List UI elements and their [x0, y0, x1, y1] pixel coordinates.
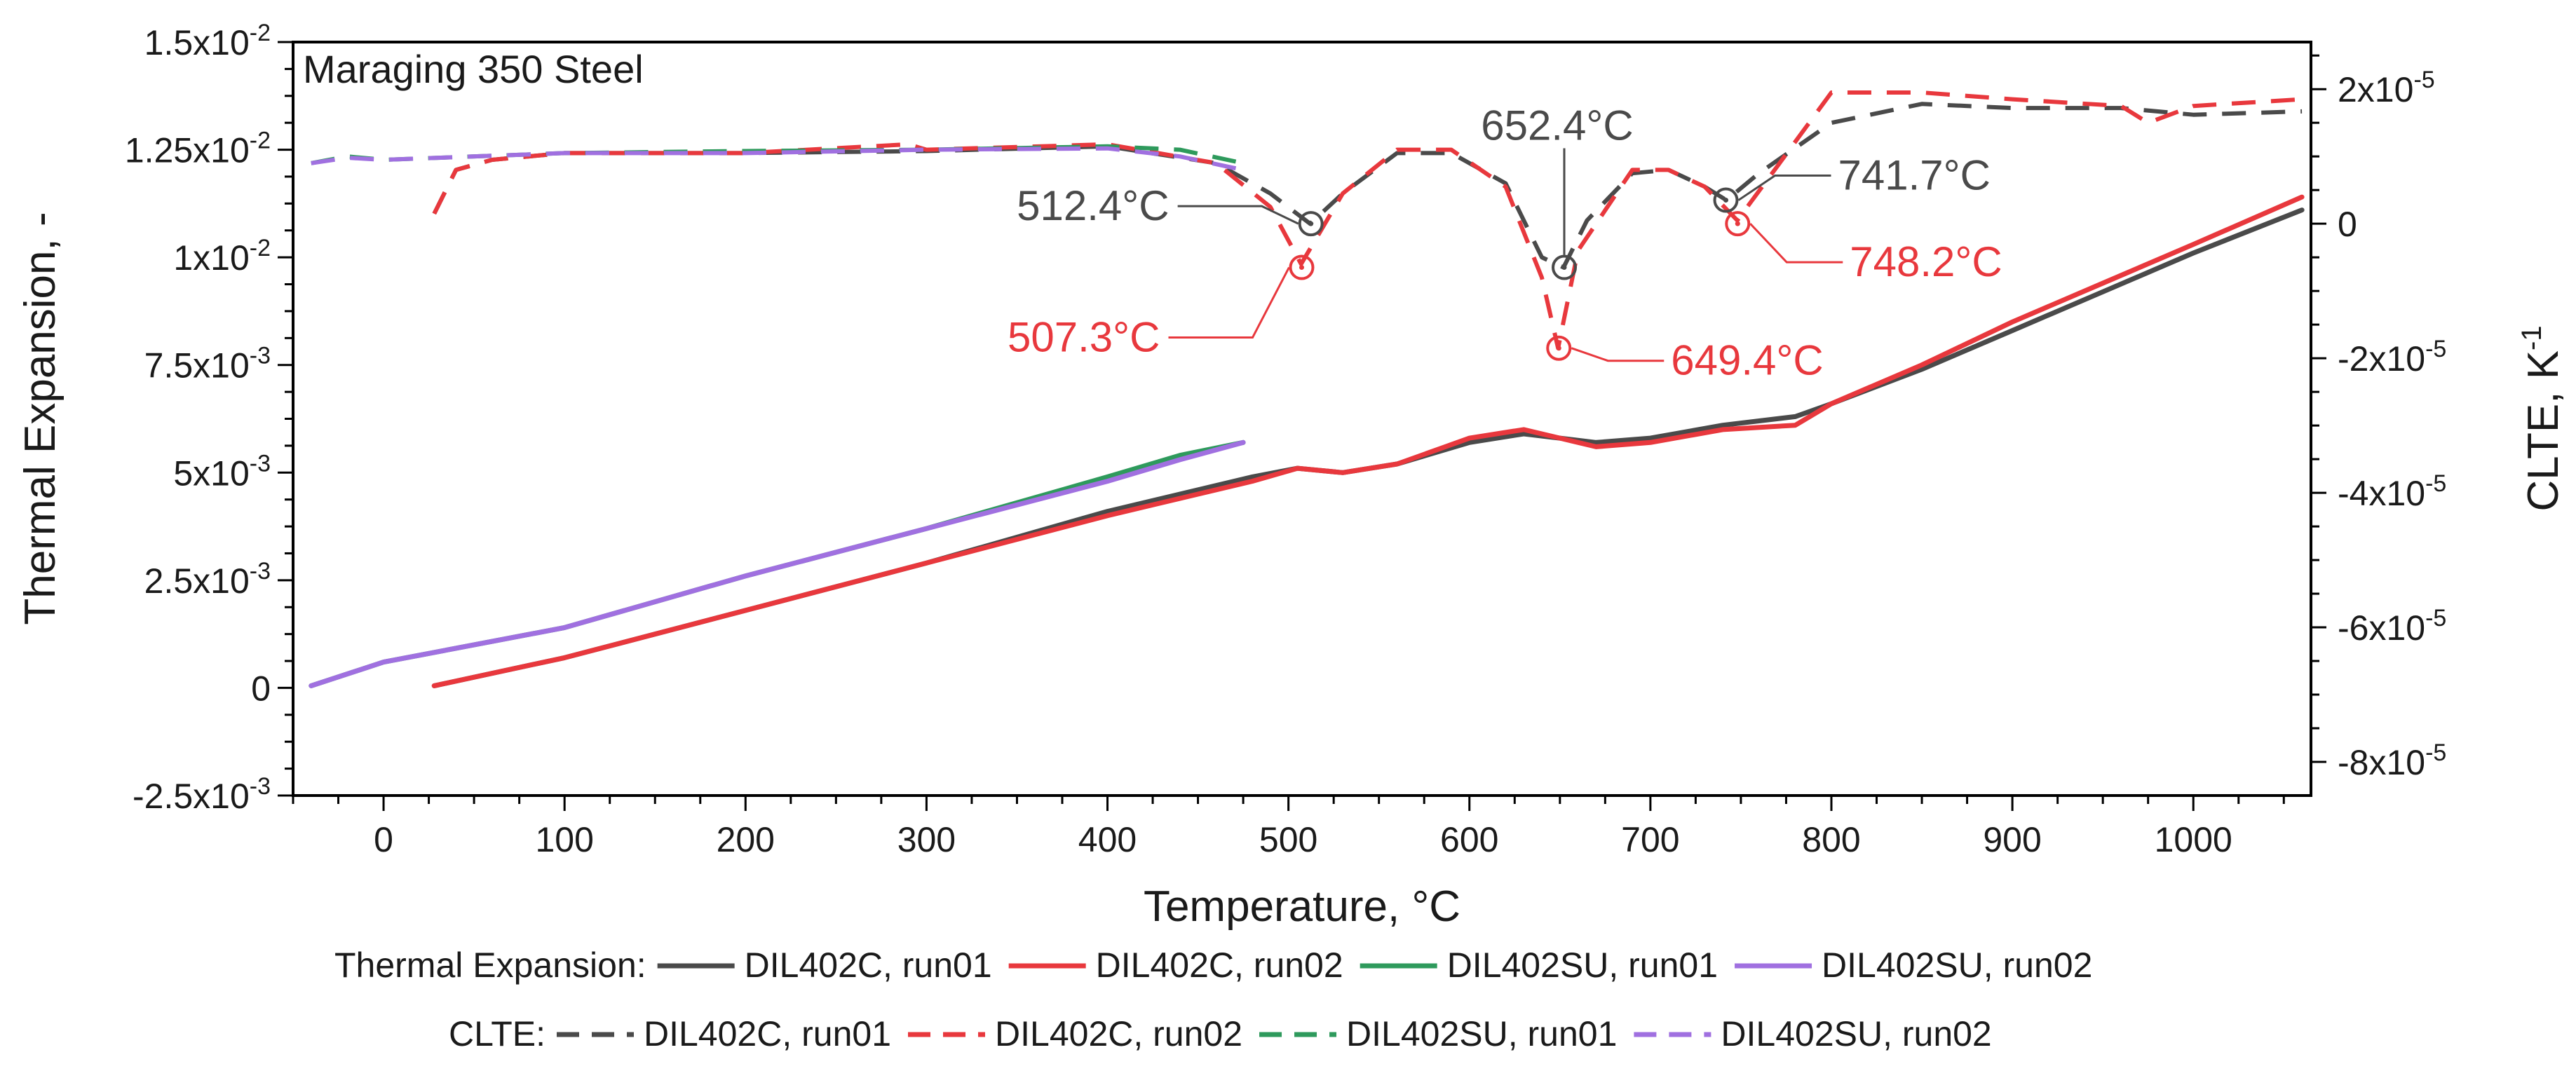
annotation-marker: [1725, 211, 1751, 237]
annotation-leader: [1571, 347, 1665, 362]
y-right-axis-title-exp: -1: [2516, 325, 2547, 350]
x-tick-label: 400: [1078, 820, 1137, 859]
annotation-label: 507.3°C: [1008, 314, 1160, 361]
legend-entry-label: DIL402SU, run02: [1721, 1014, 1991, 1053]
x-axis-title: Temperature, °C: [1144, 882, 1460, 931]
annotation-marker: [1552, 254, 1578, 280]
annotation-leader: [1749, 223, 1843, 264]
annotation-marker-dot: [1723, 198, 1729, 203]
x-tick-label: 1000: [2155, 820, 2232, 859]
x-tick-label: 900: [1983, 820, 2041, 859]
annotation-marker: [1298, 211, 1324, 237]
y-right-tick-label: -6x10-5: [2338, 605, 2446, 648]
annotation-leader: [1177, 205, 1299, 225]
chart-title: Maraging 350 Steel: [303, 47, 644, 91]
y-left-tick-label: 1.25x10-2: [125, 128, 271, 170]
y-left-tick-label: 1x10-2: [173, 235, 271, 278]
legend-entry-label: DIL402C, run02: [1096, 946, 1343, 985]
y-right-axis-title: CLTE, K-1: [2516, 325, 2568, 511]
legend-entry-label: DIL402C, run01: [644, 1014, 891, 1053]
annotation-marker: [1289, 254, 1315, 280]
legend-entry-label: DIL402C, run02: [995, 1014, 1242, 1053]
annotation-marker-dot: [1735, 221, 1740, 226]
y-right-tick-label: -4x10-5: [2338, 470, 2446, 513]
annotation-marker: [1546, 335, 1572, 361]
clte-series-dil402su-run02: [311, 146, 1244, 172]
x-tick-label: 300: [897, 820, 956, 859]
y-right-tick-label: 2x10-5: [2338, 67, 2435, 109]
annotation-leader: [1737, 175, 1831, 201]
axis-ticks: [278, 41, 2326, 811]
y-right-tick-label: 0: [2338, 205, 2357, 244]
x-tick-label: 0: [374, 820, 393, 859]
tick-labels-layer: 0 100 200 300 400 500 600 700 800 900 1000 1.5x10-2…: [125, 20, 2446, 859]
y-left-tick-label: -2.5x10-3: [133, 773, 271, 816]
legend-row-label: Thermal Expansion:: [334, 946, 646, 985]
y-right-tick-label: -8x10-5: [2338, 739, 2446, 782]
legend-entry-label: DIL402SU, run01: [1447, 946, 1718, 985]
annotations-layer: 512.4°C 507.3°C 652.4°C 649.4°C 741.7°C 748.2…: [1008, 102, 2002, 384]
x-tick-label: 200: [717, 820, 775, 859]
legend-entry-label: DIL402SU, run01: [1346, 1014, 1617, 1053]
annotation-marker-dot: [1299, 265, 1304, 271]
annotation-marker-dot: [1556, 346, 1561, 351]
x-tick-label: 500: [1259, 820, 1317, 859]
x-tick-label: 100: [535, 820, 593, 859]
annotation-label: 652.4°C: [1481, 102, 1633, 149]
y-left-tick-label: 2.5x10-3: [144, 558, 271, 601]
y-left-tick-label: 7.5x10-3: [144, 343, 271, 385]
x-tick-label: 600: [1440, 820, 1498, 859]
expansion-series-dil402c-run02: [431, 194, 2305, 688]
x-tick-label: 700: [1621, 820, 1679, 859]
annotation-label: 649.4°C: [1671, 337, 1823, 384]
clte-series-dil402c-run01: [432, 102, 2303, 270]
clte-series-dil402c-run02: [432, 90, 2303, 350]
y-right-axis-title-base: CLTE, K: [2519, 350, 2568, 512]
series-layer: [309, 90, 2305, 688]
plot-area: [292, 41, 2312, 797]
y-left-tick-label: 0: [251, 669, 271, 708]
expansion-series-dil402su-run02: [309, 439, 1246, 688]
y-left-tick-label: 5x10-3: [173, 450, 271, 493]
annotation-marker: [1713, 187, 1739, 213]
annotation-leader: [1168, 266, 1290, 339]
legend: Thermal Expansion: DIL402C, run01 DIL402C,…: [334, 946, 2092, 1053]
legend-entry-label: DIL402C, run01: [745, 946, 992, 985]
y-right-tick-label: -2x10-5: [2338, 336, 2446, 378]
annotation-marker-dot: [1308, 221, 1314, 226]
x-tick-label: 800: [1802, 820, 1860, 859]
annotation-label: 741.7°C: [1838, 152, 1991, 199]
y-left-tick-label: 1.5x10-2: [144, 20, 271, 62]
annotation-marker-dot: [1561, 265, 1567, 271]
legend-entry-label: DIL402SU, run02: [1822, 946, 2092, 985]
y-left-axis-title: Thermal Expansion, -: [16, 212, 65, 625]
annotation-label: 512.4°C: [1017, 182, 1169, 229]
annotation-label: 748.2°C: [1850, 238, 2002, 285]
legend-row-label: CLTE:: [449, 1014, 545, 1053]
